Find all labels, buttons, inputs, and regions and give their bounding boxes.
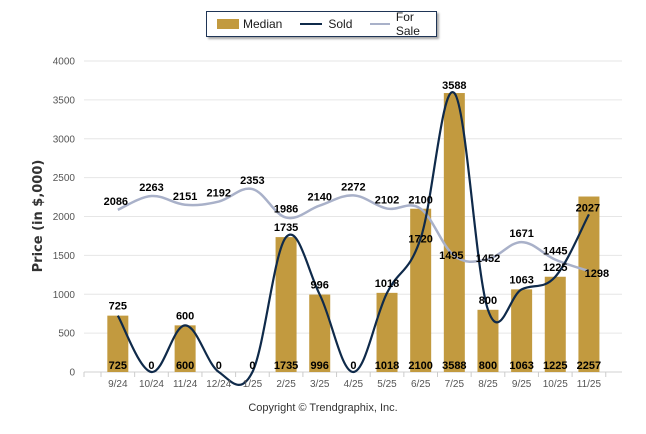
legend-item-for-sale[interactable]: For Sale [370, 10, 436, 38]
y-tick-label: 3000 [53, 134, 76, 145]
median-base-label: 996 [311, 360, 329, 372]
median-bar[interactable] [477, 309, 499, 372]
data-labels: 725 0 600 0 0 1735 996 0 1018 2100 3588 800 1063 1225… [104, 80, 610, 372]
x-tick-label: 4/25 [344, 379, 364, 390]
median-bar[interactable] [174, 325, 196, 372]
median-bar[interactable] [309, 294, 331, 372]
x-tick-label: 5/25 [377, 379, 397, 390]
for-sale-label: 2102 [375, 195, 399, 207]
x-tick-label: 9/24 [108, 379, 128, 390]
median-bar[interactable] [376, 292, 398, 372]
median-swatch-icon [217, 19, 239, 29]
median-base-label: 3588 [442, 360, 466, 372]
sold-label: 1018 [375, 278, 399, 290]
y-tick-label: 3500 [53, 95, 76, 106]
chart-legend: Median Sold For Sale [206, 10, 437, 38]
x-tick-label: 6/25 [411, 379, 431, 390]
for-sale-label: 1671 [509, 228, 533, 240]
median-base-label: 0 [148, 360, 154, 372]
median-bar[interactable] [443, 93, 465, 373]
median-base-label: 0 [350, 360, 356, 372]
for-sale-line-icon [370, 23, 390, 25]
sold-label: 1063 [509, 274, 533, 286]
y-tick-label: 1500 [53, 251, 76, 262]
x-tick-label: 10/24 [139, 379, 164, 390]
for-sale-line[interactable] [117, 187, 590, 273]
median-bar[interactable] [544, 276, 566, 372]
median-base-label: 1063 [509, 360, 533, 372]
for-sale-label: 2086 [104, 196, 128, 208]
median-base-label: 2100 [408, 360, 432, 372]
y-tick-label: 4000 [53, 57, 76, 68]
median-base-label: 600 [176, 360, 194, 372]
sold-label: 1225 [543, 262, 567, 274]
median-base-label: 1018 [375, 360, 399, 372]
gridlines [84, 60, 622, 373]
median-bar[interactable] [578, 196, 600, 372]
median-base-label: 1225 [543, 360, 567, 372]
legend-label-median: Median [243, 17, 283, 31]
for-sale-label: 1298 [585, 268, 609, 280]
median-bar[interactable] [275, 237, 297, 372]
x-tick-label: 11/25 [577, 379, 602, 390]
x-axis: 9/24 10/24 11/24 12/24 1/25 2/25 3/25 4/25 5/25 6… [83, 372, 607, 390]
x-tick-label: 1/25 [243, 379, 263, 390]
sold-series [116, 91, 590, 386]
sold-label: 996 [311, 280, 329, 292]
for-sale-label: 2272 [341, 181, 365, 193]
sold-label: 800 [479, 295, 497, 307]
median-base-label: 800 [479, 360, 497, 372]
y-tick-label: 0 [69, 368, 75, 379]
median-bar[interactable] [107, 315, 129, 372]
y-axis-title: Price (in $,000) [31, 160, 46, 273]
median-base-label: 2257 [577, 360, 601, 372]
for-sale-label: 2263 [139, 182, 163, 194]
y-tick-label: 2000 [53, 212, 76, 223]
y-tick-label: 2500 [53, 173, 76, 184]
x-tick-label: 7/25 [445, 379, 465, 390]
sold-line-icon [300, 23, 323, 25]
for-sale-label: 1452 [476, 253, 500, 265]
legend-item-sold[interactable]: Sold [300, 17, 352, 31]
sold-label: 725 [109, 301, 127, 313]
median-base-label: 0 [216, 360, 222, 372]
for-sale-label: 2353 [240, 175, 264, 187]
sold-label: 1735 [274, 222, 298, 234]
for-sale-label: 1445 [543, 246, 567, 258]
x-tick-label: 9/25 [512, 379, 532, 390]
for-sale-label: 2192 [207, 188, 231, 200]
legend-label-for-sale: For Sale [395, 10, 420, 38]
x-tick-label: 12/24 [206, 379, 231, 390]
sold-line[interactable] [116, 91, 590, 386]
y-axis-ticks: 0 500 1000 1500 2000 2500 3000 3500 4000 [53, 57, 76, 379]
median-base-label: 1735 [274, 360, 298, 372]
x-tick-label: 3/25 [310, 379, 330, 390]
median-base-label: 725 [109, 360, 127, 372]
sold-label: 2027 [576, 202, 600, 214]
copyright-text: Copyright © Trendgraphix, Inc. [248, 402, 398, 414]
for-sale-label: 1495 [439, 250, 463, 262]
for-sale-series [117, 187, 590, 273]
for-sale-label: 1986 [274, 204, 298, 216]
legend-label-sold: Sold [328, 17, 353, 31]
x-tick-label: 2/25 [276, 379, 296, 390]
median-base-label: 0 [249, 360, 255, 372]
x-tick-label: 11/24 [173, 379, 198, 390]
y-tick-label: 500 [58, 329, 75, 340]
for-sale-label: 2151 [173, 191, 197, 203]
x-tick-label: 10/25 [543, 379, 568, 390]
median-bar[interactable] [511, 289, 533, 372]
sold-label: 3588 [442, 80, 466, 92]
x-tick-label: 8/25 [478, 379, 498, 390]
sold-label: 600 [176, 310, 194, 322]
for-sale-label: 2100 [408, 195, 432, 207]
sold-label: 1720 [408, 233, 432, 245]
median-bars [107, 93, 600, 373]
y-tick-label: 1000 [53, 290, 76, 301]
for-sale-label: 2140 [307, 192, 331, 204]
legend-item-median[interactable]: Median [217, 17, 282, 31]
